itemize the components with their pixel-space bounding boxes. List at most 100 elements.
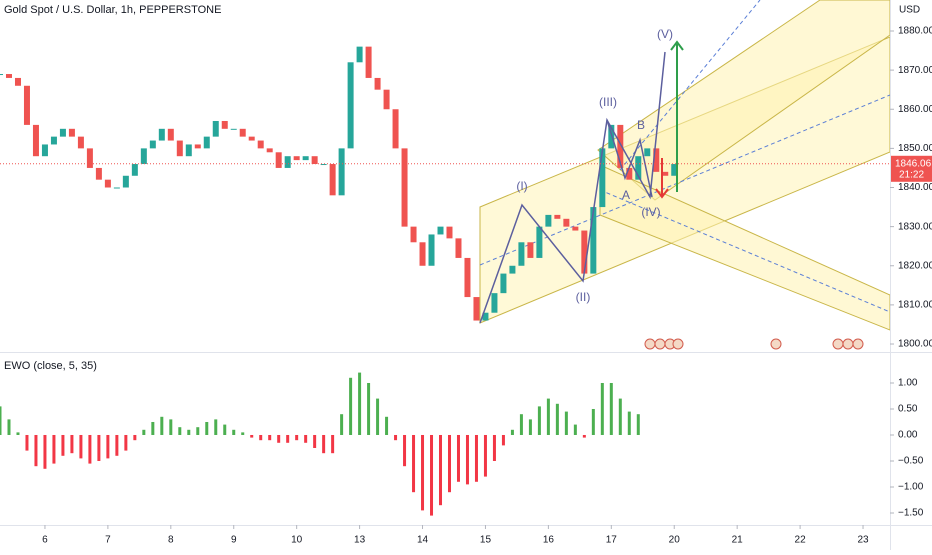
candle xyxy=(203,136,210,149)
histogram-bar xyxy=(142,429,146,435)
candle xyxy=(482,312,489,321)
x-tick-label: 15 xyxy=(480,535,492,546)
last-price-tag xyxy=(891,155,932,182)
drawings xyxy=(479,0,891,331)
candle xyxy=(671,164,678,176)
histogram-bar xyxy=(7,419,11,435)
candle xyxy=(248,136,255,141)
histogram-bar xyxy=(322,434,326,454)
wave-label: (II) xyxy=(576,290,591,304)
x-tick-label: 17 xyxy=(606,535,618,546)
histogram-bar xyxy=(34,434,38,467)
candle xyxy=(77,136,84,149)
candle xyxy=(455,238,462,258)
candle xyxy=(104,179,111,188)
candle xyxy=(518,242,525,266)
candle xyxy=(68,128,75,137)
histogram-bar xyxy=(151,421,155,435)
histogram-bar xyxy=(618,398,622,435)
candle xyxy=(122,175,129,188)
x-tick-label: 23 xyxy=(857,535,869,546)
histogram-bar xyxy=(88,434,92,464)
histogram-bar xyxy=(582,434,586,438)
countdown-label: 21:22 xyxy=(899,169,924,180)
candle xyxy=(212,120,219,137)
candle xyxy=(383,89,390,110)
candle xyxy=(185,144,192,157)
histogram-bar xyxy=(304,434,308,443)
event-icon xyxy=(654,338,666,350)
candle xyxy=(626,167,633,180)
event-icon xyxy=(832,338,844,350)
candle xyxy=(257,140,264,149)
median-line xyxy=(599,189,891,313)
histogram-bar xyxy=(115,434,119,456)
x-tick-label: 8 xyxy=(168,535,174,546)
candle xyxy=(581,230,588,274)
candle xyxy=(275,152,282,168)
histogram-bar xyxy=(600,382,604,435)
candle xyxy=(167,128,174,141)
candle xyxy=(419,242,426,266)
histogram-bar xyxy=(636,414,640,435)
candle xyxy=(140,148,147,165)
candle xyxy=(491,293,498,313)
x-tick-label: 22 xyxy=(795,535,807,546)
candle xyxy=(59,128,66,137)
wave-line xyxy=(479,51,666,324)
candle xyxy=(365,46,372,78)
histogram-bar xyxy=(79,434,83,459)
candle xyxy=(545,214,552,227)
y-tick-label: 1880.00 xyxy=(898,26,932,37)
histogram-bar xyxy=(160,416,164,435)
y-tick-label: −0.50 xyxy=(898,456,924,467)
y-tick-label: −1.50 xyxy=(898,508,924,519)
histogram-bar xyxy=(106,434,110,459)
candle xyxy=(356,46,363,63)
candle xyxy=(428,234,435,266)
histogram-bar xyxy=(70,434,74,454)
candle xyxy=(113,187,120,189)
histogram-bar xyxy=(223,424,227,435)
histogram-bar xyxy=(537,406,541,435)
histogram-bar xyxy=(205,421,209,435)
candle xyxy=(527,242,534,258)
event-icon xyxy=(770,338,782,350)
y-tick-label: 1810.00 xyxy=(898,300,932,311)
event-icon xyxy=(644,338,656,350)
candle xyxy=(347,62,354,149)
y-tick-label: −1.00 xyxy=(898,482,924,493)
x-tick-label: 14 xyxy=(417,535,429,546)
target-arrow-head xyxy=(670,40,684,51)
candle xyxy=(302,156,309,161)
histogram-bar xyxy=(403,434,407,467)
event-icons xyxy=(644,338,864,350)
histogram-bar xyxy=(268,434,272,441)
histogram-bar xyxy=(214,419,218,435)
histogram-bar xyxy=(555,403,559,435)
candle xyxy=(149,140,156,149)
y-tick-label: 0.50 xyxy=(898,404,918,415)
histogram-bar xyxy=(483,434,487,477)
x-tick-label: 21 xyxy=(732,535,744,546)
candle xyxy=(572,226,579,231)
y-tick-label: 0.00 xyxy=(898,430,918,441)
histogram-bar xyxy=(439,434,443,506)
candle xyxy=(392,109,399,149)
histogram-bar xyxy=(16,432,20,435)
candle xyxy=(509,265,516,274)
candle xyxy=(590,207,597,274)
histogram-bar xyxy=(465,434,469,485)
candle xyxy=(221,120,228,129)
histogram-bar xyxy=(61,434,65,456)
x-tick-label: 6 xyxy=(42,535,48,546)
histogram-bar xyxy=(25,434,29,451)
candle xyxy=(311,156,318,165)
histogram-bar xyxy=(196,427,200,435)
y-tick-label: 1830.00 xyxy=(898,221,932,232)
x-tick-label: 9 xyxy=(231,535,237,546)
histogram-bar xyxy=(178,427,182,435)
candle xyxy=(230,128,237,130)
histogram-bar xyxy=(510,429,514,435)
